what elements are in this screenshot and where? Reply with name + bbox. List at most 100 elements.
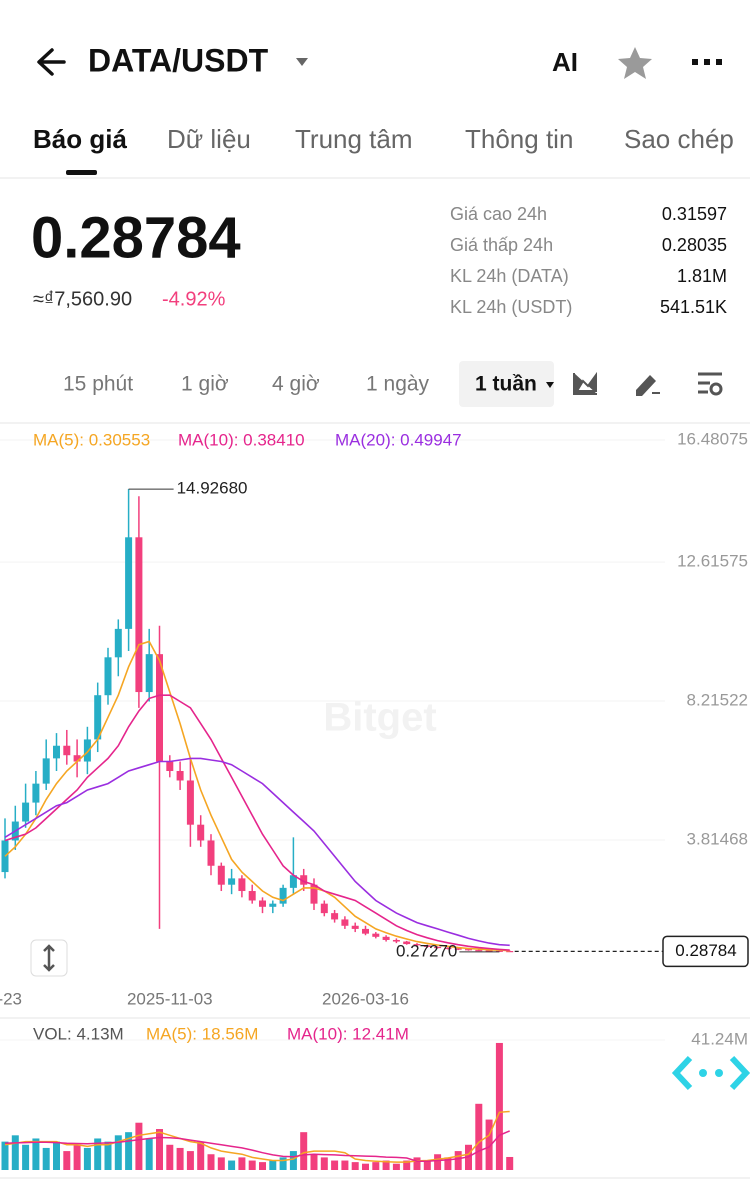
- chart-type-icon[interactable]: [573, 371, 597, 395]
- volume-bar: [73, 1144, 81, 1170]
- logo-dot: [699, 1069, 707, 1077]
- tab[interactable]: Thông tin: [465, 124, 573, 154]
- pair-title[interactable]: DATA/USDT: [88, 42, 269, 78]
- volume-bar: [475, 1103, 483, 1170]
- tab[interactable]: Báo giá: [33, 124, 127, 154]
- chart-type-button[interactable]: [573, 371, 597, 395]
- candle-body: [320, 903, 328, 914]
- y-tick-label: 12.61575: [677, 552, 748, 571]
- interval-selected-bg: [459, 361, 554, 407]
- stat-value: 0.31597: [662, 204, 727, 224]
- volume-bar: [444, 1157, 452, 1170]
- back-button[interactable]: [37, 48, 66, 76]
- candle-body: [475, 950, 483, 952]
- candle-body: [94, 695, 102, 740]
- stat-label: KL 24h (DATA): [450, 266, 569, 286]
- volume-bar: [362, 1163, 369, 1170]
- volume-bar: [228, 1160, 236, 1170]
- volume-ma-line: [4, 1130, 510, 1162]
- active-tab-indicator: [66, 170, 97, 175]
- volume-bar: [372, 1162, 380, 1170]
- volume-ma-legend: MA(5): 18.56M: [146, 1024, 258, 1043]
- volume-bar: [413, 1157, 421, 1170]
- dot[interactable]: [704, 59, 710, 65]
- interval-dropdown[interactable]: [546, 382, 554, 388]
- volume-bar: [125, 1132, 133, 1170]
- draw-button[interactable]: [636, 375, 660, 396]
- volume-bar: [114, 1135, 122, 1170]
- volume-bar: [341, 1160, 349, 1170]
- volume-bar: [351, 1162, 359, 1170]
- interval-option[interactable]: 15 phút: [63, 373, 133, 396]
- high-label: 14.92680: [177, 479, 248, 498]
- volume-bar: [207, 1154, 215, 1170]
- interval-option[interactable]: 1 giờ: [181, 373, 229, 396]
- volume-bar: [166, 1144, 174, 1170]
- ma-line: [4, 640, 510, 952]
- volume-bar: [403, 1160, 411, 1170]
- favorite-star[interactable]: [618, 47, 652, 79]
- expand-icon[interactable]: [43, 944, 55, 972]
- stat-value: 541.51K: [660, 297, 727, 317]
- candle-body: [259, 900, 266, 907]
- volume-bar: [434, 1154, 442, 1170]
- candle-body: [135, 537, 143, 693]
- stat-label: Giá cao 24h: [450, 204, 547, 224]
- volume-bar: [186, 1151, 194, 1170]
- indicator-icon[interactable]: [698, 372, 722, 394]
- draw-icon[interactable]: [636, 375, 656, 396]
- candle-body: [372, 933, 380, 937]
- volume-bar: [485, 1119, 493, 1170]
- volume-bar: [382, 1160, 390, 1170]
- ai-button[interactable]: AI: [552, 47, 578, 77]
- interval-option[interactable]: 4 giờ: [272, 373, 320, 396]
- volume-bar: [32, 1138, 40, 1170]
- tab[interactable]: Trung tâm: [295, 124, 413, 154]
- volume-bar: [506, 1156, 514, 1170]
- candle-body: [53, 745, 60, 759]
- tab[interactable]: Sao chép: [624, 124, 734, 154]
- interval-bar: 15 phút 1 giờ 4 giờ 1 ngày 1 tuần: [63, 373, 537, 396]
- volume-legend: VOL: 4.13M: [33, 1024, 124, 1043]
- candle-body: [176, 771, 184, 781]
- candle-body: [228, 878, 236, 885]
- tab[interactable]: Dữ liệu: [167, 124, 251, 154]
- candle-body: [238, 878, 246, 892]
- back-arrow[interactable]: [37, 48, 66, 76]
- dot[interactable]: [716, 59, 722, 65]
- volume-bar: [63, 1151, 71, 1170]
- candle-body: [145, 654, 153, 693]
- candle-body: [289, 875, 297, 888]
- volume-bar: [104, 1141, 112, 1170]
- volume-bar: [156, 1129, 163, 1170]
- more-button[interactable]: [692, 59, 722, 65]
- candle-body: [382, 936, 390, 940]
- candle-body: [434, 946, 442, 949]
- stat-label: KL 24h (USDT): [450, 297, 572, 317]
- volume-bar: [248, 1160, 256, 1170]
- indicator-button[interactable]: [698, 372, 723, 396]
- candle-body: [125, 537, 133, 629]
- candle-body: [217, 865, 225, 885]
- volume-bar: [320, 1157, 328, 1170]
- volume-bar: [135, 1122, 143, 1170]
- volume-bar: [279, 1157, 287, 1170]
- logo-decoration: [671, 1055, 750, 1091]
- pair-dropdown[interactable]: [296, 58, 308, 66]
- interval-option[interactable]: 1 tuần: [475, 373, 537, 396]
- x-tick-label: 2025-11-03: [127, 989, 213, 1008]
- volume-chart: 41.24M VOL: 4.13M MA(5): 18.56M MA(10): 12.…: [0, 1024, 748, 1170]
- interval-option[interactable]: 1 ngày: [366, 373, 430, 396]
- volume-bar: [145, 1138, 153, 1170]
- dot[interactable]: [692, 59, 698, 65]
- volume-bar: [259, 1162, 266, 1170]
- ma-line: [4, 694, 510, 951]
- tab-bar: Báo giá Dữ liệu Trung tâm Thông tin Sao chép: [33, 124, 734, 154]
- indicator-icon[interactable]: [709, 382, 723, 396]
- candle-body: [465, 949, 472, 951]
- candle-body: [248, 891, 256, 901]
- volume-bar: [94, 1138, 102, 1170]
- candle-body: [331, 913, 339, 920]
